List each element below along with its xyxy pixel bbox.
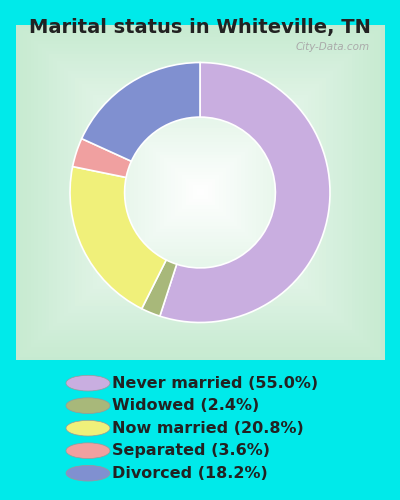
Wedge shape xyxy=(82,62,200,162)
Circle shape xyxy=(66,443,110,458)
Wedge shape xyxy=(73,138,131,177)
Circle shape xyxy=(66,376,110,391)
Text: Now married (20.8%): Now married (20.8%) xyxy=(112,420,304,436)
Text: Separated (3.6%): Separated (3.6%) xyxy=(112,443,270,458)
Wedge shape xyxy=(160,62,330,322)
Circle shape xyxy=(66,420,110,436)
Text: Never married (55.0%): Never married (55.0%) xyxy=(112,376,318,390)
Circle shape xyxy=(66,398,110,413)
Text: Divorced (18.2%): Divorced (18.2%) xyxy=(112,466,268,480)
Circle shape xyxy=(66,466,110,481)
Wedge shape xyxy=(142,260,177,316)
Text: Widowed (2.4%): Widowed (2.4%) xyxy=(112,398,259,413)
Wedge shape xyxy=(70,166,166,308)
Text: City-Data.com: City-Data.com xyxy=(295,42,369,51)
Text: Marital status in Whiteville, TN: Marital status in Whiteville, TN xyxy=(29,18,371,36)
